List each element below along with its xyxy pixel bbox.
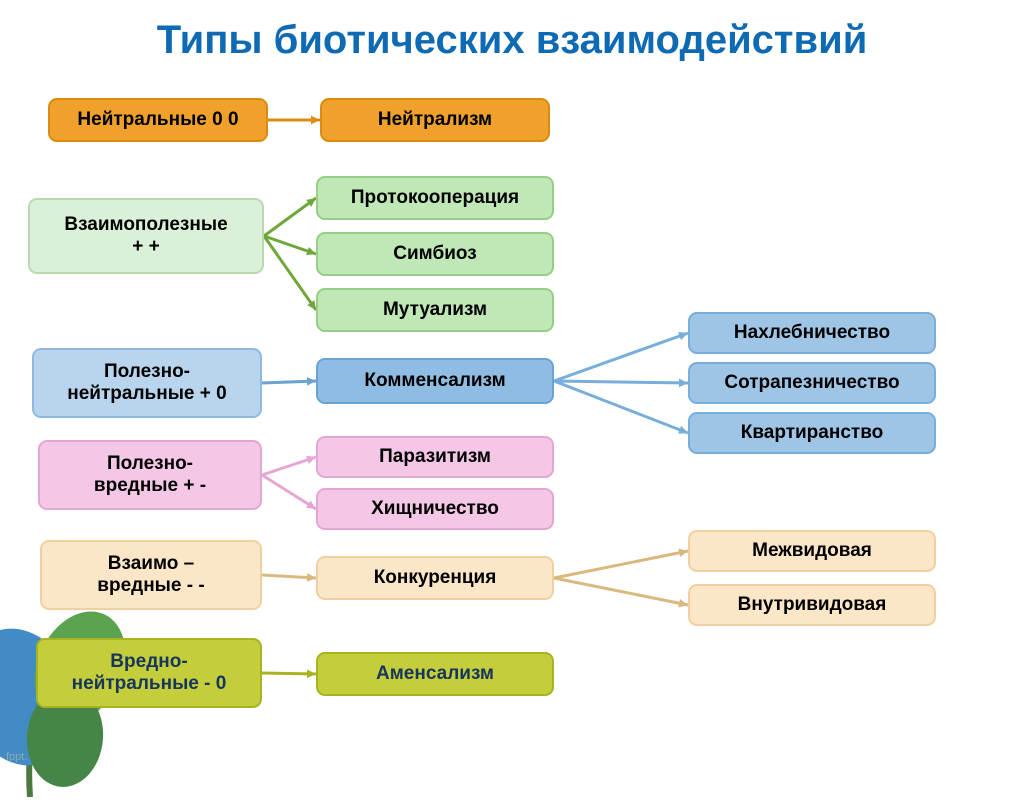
- page-title: Типы биотических взаимодействий: [0, 18, 1024, 63]
- node-symbiosis: Симбиоз: [316, 232, 554, 276]
- footer-credit: fppt.: [6, 751, 27, 763]
- node-intraspec: Внутривидовая: [688, 584, 936, 626]
- node-commensalism: Комменсализм: [316, 358, 554, 404]
- node-lodging: Квартиранство: [688, 412, 936, 454]
- node-mutual-harm: Взаимо –вредные - -: [40, 540, 262, 610]
- node-mutualism: Мутуализм: [316, 288, 554, 332]
- node-freeloading: Нахлебничество: [688, 312, 936, 354]
- node-interspec: Межвидовая: [688, 530, 936, 572]
- node-mutual-cat: Взаимополезные+ +: [28, 198, 264, 274]
- node-harm-neutral: Вредно-нейтральные - 0: [36, 638, 262, 708]
- node-useful-harm: Полезно-вредные + -: [38, 440, 262, 510]
- node-predation: Хищничество: [316, 488, 554, 530]
- node-cohabitation: Сотрапезничество: [688, 362, 936, 404]
- node-amensalism: Аменсализм: [316, 652, 554, 696]
- node-neutralism: Нейтрализм: [320, 98, 550, 142]
- node-neutral-cat: Нейтральные 0 0: [48, 98, 268, 142]
- node-useful-neutral: Полезно-нейтральные + 0: [32, 348, 262, 418]
- node-parasitism: Паразитизм: [316, 436, 554, 478]
- node-competition: Конкуренция: [316, 556, 554, 600]
- node-protocoop: Протокооперация: [316, 176, 554, 220]
